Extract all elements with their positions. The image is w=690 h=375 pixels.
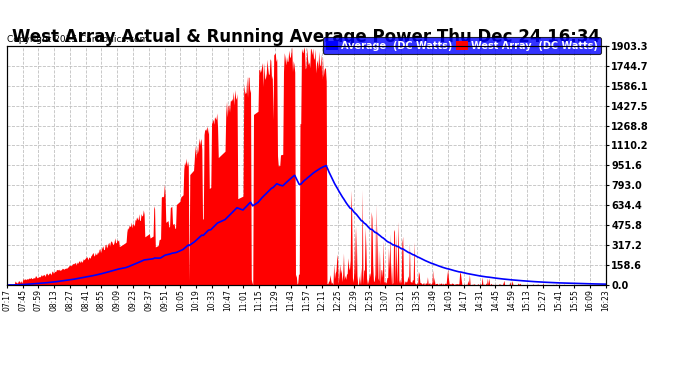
Title: West Array Actual & Running Average Power Thu Dec 24 16:34: West Array Actual & Running Average Powe… — [12, 28, 600, 46]
Text: Copyright 2015 Cartronics.com: Copyright 2015 Cartronics.com — [7, 35, 148, 44]
Legend: Average  (DC Watts), West Array  (DC Watts): Average (DC Watts), West Array (DC Watts… — [323, 38, 601, 54]
